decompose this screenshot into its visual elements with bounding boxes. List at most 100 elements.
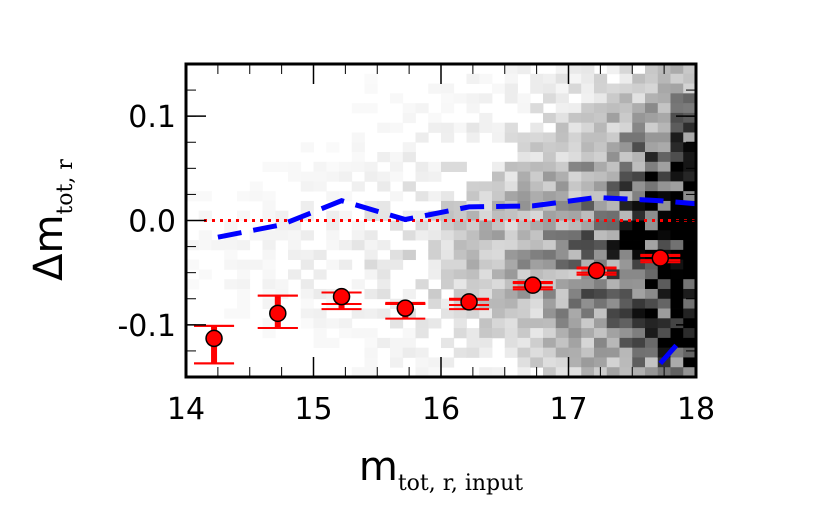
- density-cell: [657, 181, 671, 192]
- density-cell: [402, 181, 416, 192]
- data-point: [332, 287, 351, 306]
- density-cell: [479, 279, 493, 290]
- density-cell: [428, 269, 442, 280]
- data-point: [269, 304, 287, 323]
- density-cell: [670, 230, 684, 241]
- density-cell: [594, 171, 608, 182]
- density-cell: [606, 240, 620, 251]
- density-cell: [543, 191, 557, 202]
- density-cell: [670, 337, 684, 349]
- density-cell: [415, 230, 429, 241]
- density-cell: [594, 220, 608, 231]
- density-cell: [288, 249, 302, 261]
- density-cell: [441, 191, 455, 202]
- density-cell: [224, 220, 238, 231]
- density-cell: [683, 357, 696, 368]
- density-cell: [555, 103, 569, 114]
- density-cell: [568, 171, 582, 182]
- density-cell: [619, 142, 633, 153]
- density-cell: [504, 73, 518, 84]
- density-cell: [683, 279, 696, 290]
- density-cell: [555, 240, 569, 251]
- density-cell: [683, 308, 696, 319]
- density-cell: [402, 152, 416, 163]
- x-tick-label: 18: [677, 392, 715, 427]
- density-cell: [530, 73, 544, 84]
- density-cell: [466, 122, 480, 133]
- density-cell: [581, 240, 595, 251]
- density-cell: [517, 249, 531, 261]
- x-tick-label: 15: [294, 392, 332, 427]
- density-cell: [645, 337, 659, 349]
- density-cell: [415, 347, 429, 358]
- density-cell: [568, 122, 582, 133]
- density-cell: [555, 279, 569, 290]
- density-cell: [517, 64, 531, 75]
- density-cell: [466, 181, 480, 192]
- density-cell: [683, 181, 696, 192]
- x-tick-labels: 14 15 16 17 18: [167, 392, 715, 427]
- density-cell: [492, 122, 506, 133]
- density-cell: [377, 200, 391, 212]
- density-cell: [670, 200, 684, 212]
- density-cell: [530, 269, 544, 280]
- density-cell: [275, 210, 289, 221]
- density-cell: [415, 132, 429, 143]
- density-cell: [645, 210, 659, 221]
- density-cell: [594, 308, 608, 319]
- density-cell: [568, 220, 582, 231]
- density-cell: [428, 191, 442, 202]
- density-cell: [517, 142, 531, 153]
- density-cell: [606, 181, 620, 192]
- dashed-line-segment: [658, 343, 679, 366]
- density-cell: [479, 230, 493, 241]
- density-cell: [530, 161, 544, 172]
- density-cell: [339, 318, 353, 329]
- density-cell: [543, 142, 557, 153]
- density-cell: [670, 103, 684, 114]
- density-cell: [543, 308, 557, 319]
- density-cell: [492, 298, 506, 309]
- density-cell: [555, 328, 569, 339]
- density-cell: [670, 112, 684, 124]
- density-cell: [466, 73, 480, 84]
- density-cell: [428, 230, 442, 241]
- density-cell: [517, 367, 531, 377]
- density-cell: [555, 161, 569, 172]
- density-cell: [581, 367, 595, 377]
- density-cell: [466, 337, 480, 349]
- density-cell: [594, 83, 608, 94]
- density-cell: [504, 269, 518, 280]
- density-cell: [517, 347, 531, 358]
- density-cell: [670, 142, 684, 153]
- density-cell: [237, 240, 251, 251]
- density-cell: [606, 200, 620, 212]
- density-cell: [619, 132, 633, 143]
- density-cell: [594, 230, 608, 241]
- density-cell: [428, 220, 442, 231]
- density-cell: [568, 337, 582, 349]
- y-tick-label: -0.1: [117, 309, 176, 344]
- density-cell: [657, 298, 671, 309]
- density-cell: [224, 249, 238, 261]
- density-cell: [288, 269, 302, 280]
- density-cell: [466, 259, 480, 270]
- density-cell: [594, 93, 608, 104]
- density-cell: [492, 171, 506, 182]
- density-cell: [530, 328, 544, 339]
- density-cell: [504, 318, 518, 329]
- density-cell: [555, 220, 569, 231]
- density-cell: [453, 249, 467, 261]
- density-cell: [351, 152, 365, 163]
- density-cell: [645, 318, 659, 329]
- density-cell: [606, 142, 620, 153]
- density-cell: [594, 357, 608, 368]
- density-cell: [313, 288, 327, 300]
- density-cell: [543, 259, 557, 270]
- density-cell: [594, 249, 608, 261]
- density-cell: [619, 171, 633, 182]
- density-cell: [441, 357, 455, 368]
- density-cell: [543, 73, 557, 84]
- data-point: [651, 249, 670, 267]
- density-cell: [492, 230, 506, 241]
